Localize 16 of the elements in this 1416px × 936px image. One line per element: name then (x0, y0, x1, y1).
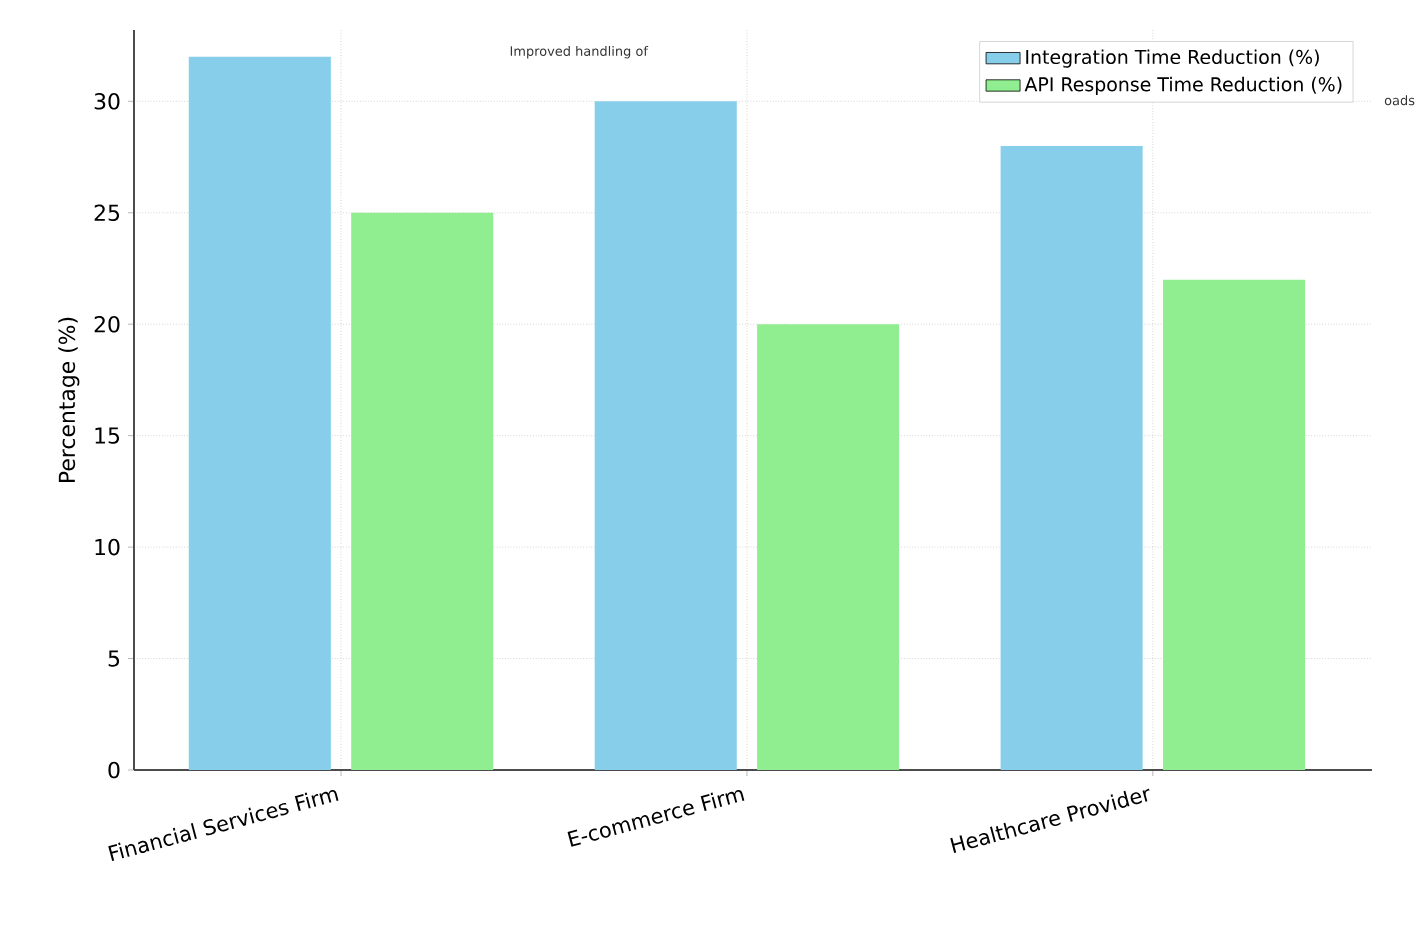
y-tick-label: 10 (95, 538, 120, 556)
bar (594, 101, 737, 770)
legend-label: Integration Time Reduction (%) (1026, 49, 1319, 68)
y-tick-label: 5 (108, 650, 120, 667)
bar (757, 324, 900, 770)
bar (351, 212, 494, 770)
y-tick-label: 25 (94, 204, 120, 222)
y-tick-label: 0 (108, 761, 120, 779)
bar (188, 56, 331, 770)
bar (1162, 279, 1306, 770)
y-tick-label: 20 (94, 315, 120, 333)
y-tick-label: 15 (95, 427, 120, 444)
y-tick-label: 30 (94, 93, 120, 110)
y-axis-title: Percentage (%) (58, 317, 80, 482)
legend-label: API Response Time Reduction (%) (1024, 76, 1342, 96)
bar (1000, 145, 1143, 770)
